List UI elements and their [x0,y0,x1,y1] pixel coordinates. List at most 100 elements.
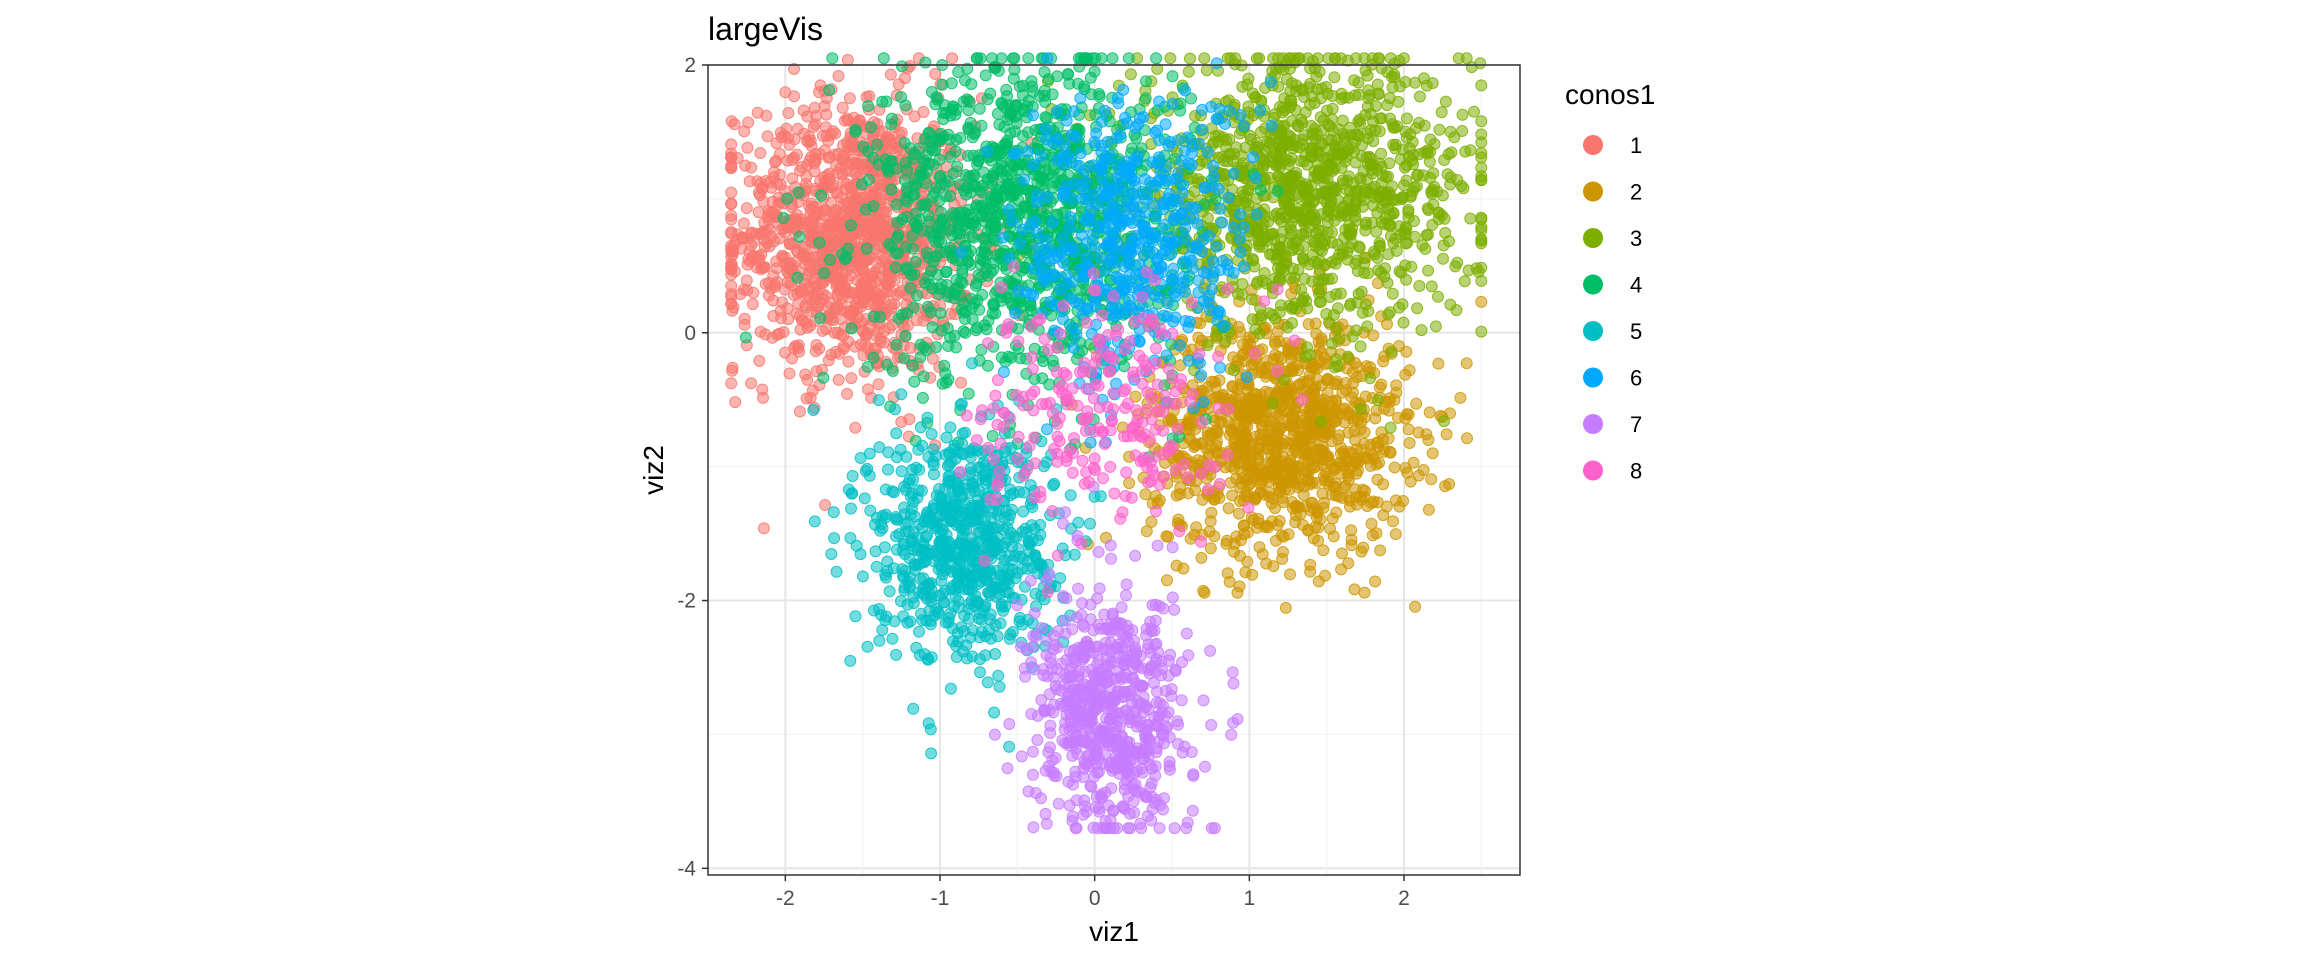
data-point [1266,397,1279,410]
data-point [867,200,880,213]
data-point [1198,52,1211,65]
data-point [974,52,987,65]
data-point [874,311,887,323]
data-point [1208,493,1220,506]
data-point [1374,544,1387,557]
data-point [1438,212,1451,225]
data-point [914,351,927,364]
data-point [1355,494,1368,507]
data-point [968,169,981,182]
data-point [1242,335,1255,348]
data-point [865,121,878,134]
data-point [934,246,946,259]
data-point [872,394,885,407]
data-point [1390,379,1403,392]
data-point [1254,184,1267,197]
data-point [833,212,846,225]
data-point [783,367,796,380]
data-point [1313,65,1326,78]
data-point [1377,355,1390,368]
data-point [1299,350,1312,363]
data-point [934,127,947,140]
data-point [1371,394,1384,406]
data-point [944,190,957,203]
data-point [725,138,738,151]
data-point [1274,157,1287,170]
data-point [818,144,831,157]
data-point [889,403,901,416]
data-point [906,229,919,242]
data-point [1456,108,1469,121]
data-point [1342,194,1355,207]
data-point [1411,302,1424,315]
data-point [1424,133,1437,146]
data-point [899,99,912,112]
data-point [1356,483,1369,496]
data-point [767,310,780,322]
data-point [1330,506,1343,519]
data-point [741,284,754,297]
data-point [1435,106,1448,119]
data-point [1319,450,1332,463]
data-point [876,95,889,108]
data-point [1022,52,1035,65]
data-point [1440,428,1453,441]
data-point [783,262,796,275]
data-point [987,256,1000,269]
data-point [975,245,988,258]
data-point [821,169,834,182]
data-point [725,279,738,292]
data-point [1139,92,1152,105]
data-point [777,212,790,224]
data-point [1216,416,1229,429]
data-point [725,239,738,252]
data-point [916,391,929,404]
data-point [1217,388,1230,401]
data-point [773,148,786,160]
data-point [1048,176,1060,189]
data-point [1282,129,1295,142]
data-point [1188,185,1201,198]
data-point [856,570,869,583]
data-point [831,300,844,313]
data-point [728,118,741,131]
data-point [1403,364,1416,377]
data-point [1457,182,1470,195]
data-point [1339,479,1352,492]
data-point [862,221,875,234]
data-point [892,228,905,241]
data-point [799,217,811,230]
data-point [936,377,949,390]
data-point [1470,262,1483,275]
data-point [942,175,955,188]
data-point [997,189,1010,202]
data-point [1399,462,1412,474]
data-point [1284,568,1296,581]
data-point [1384,446,1397,459]
data-point [815,189,828,202]
data-point [1275,263,1288,276]
data-point [929,68,942,80]
data-point [1250,52,1263,65]
data-point [1400,112,1413,125]
data-point [1475,79,1488,92]
data-point [1308,461,1321,474]
data-point [1358,52,1371,65]
data-point [950,104,963,116]
data-point [1315,379,1328,392]
data-point [1272,463,1285,476]
data-point [743,175,756,188]
data-point [1140,75,1152,88]
data-point [1256,234,1269,247]
data-point [1358,586,1371,599]
data-point [1320,308,1333,320]
data-point [1385,345,1398,358]
data-point [1426,218,1439,231]
data-point [1255,477,1268,489]
data-point [1273,515,1286,527]
data-point [1249,224,1262,237]
data-point [1290,167,1303,179]
data-point [1040,112,1053,125]
data-point [1122,52,1135,65]
data-point [1305,179,1318,192]
